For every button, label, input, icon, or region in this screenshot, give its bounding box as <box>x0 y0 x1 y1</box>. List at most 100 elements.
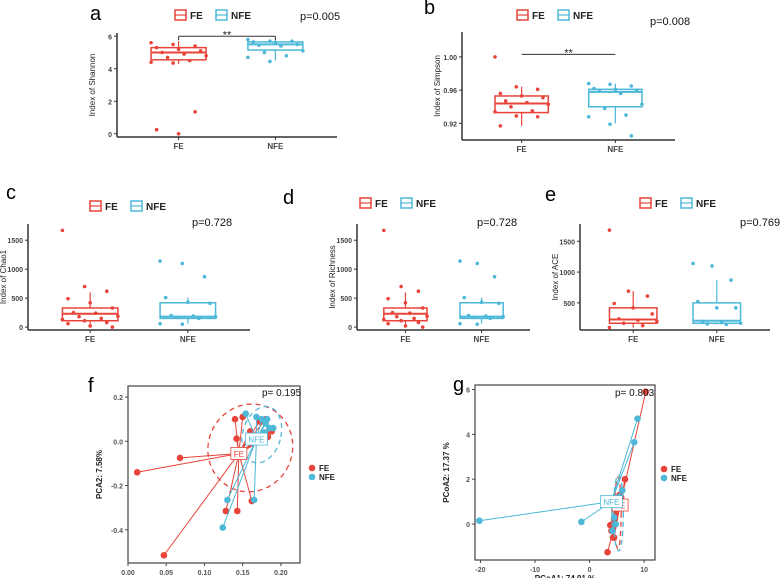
box-FE <box>149 40 208 136</box>
x-axis-label: PCoA1: 74.91 % <box>535 574 595 578</box>
data-point <box>475 322 480 327</box>
data-point <box>186 300 190 304</box>
y-tick-label: -0.4 <box>111 528 123 535</box>
data-point <box>197 316 201 321</box>
data-point <box>160 50 164 55</box>
y-tick-label: 500 <box>340 296 352 303</box>
data-point <box>535 87 540 92</box>
panel-letter: b <box>424 0 435 19</box>
y-tick-label: 0.96 <box>443 88 457 95</box>
legend-label-FE: FE <box>375 199 388 210</box>
data-point <box>479 300 484 304</box>
y-axis-label: Index of ACE <box>551 254 560 301</box>
data-point <box>578 518 585 526</box>
spider-line <box>222 438 257 528</box>
box-NFE <box>458 259 505 327</box>
data-point <box>301 49 305 53</box>
data-point <box>246 37 250 42</box>
data-point <box>268 59 272 64</box>
centroid-label-NFE: NFE <box>603 498 619 507</box>
data-point <box>224 496 231 504</box>
data-point <box>425 314 429 318</box>
x-tick-label: FE <box>400 335 411 344</box>
x-tick-label: NFE <box>709 335 726 344</box>
y-tick-label: 500 <box>563 301 575 308</box>
x-tick-label: FE <box>628 335 639 344</box>
data-point <box>386 321 390 326</box>
data-point <box>416 320 421 325</box>
y-tick-label: 6 <box>466 387 470 394</box>
data-point <box>621 475 629 483</box>
spider-line <box>610 442 635 502</box>
data-point <box>66 296 70 301</box>
data-point <box>514 85 519 89</box>
data-point <box>607 228 612 232</box>
x-tick-label: NFE <box>180 335 197 344</box>
data-point <box>608 122 612 127</box>
data-point <box>253 413 260 421</box>
data-point <box>154 45 159 50</box>
data-point <box>234 507 241 515</box>
data-point <box>642 388 650 396</box>
x-tick-label: -10 <box>530 567 540 574</box>
data-point <box>403 300 408 305</box>
legend-label-NFE: NFE <box>671 474 688 483</box>
plot-frame <box>127 385 301 564</box>
data-point <box>133 468 141 476</box>
y-tick-label: 4 <box>108 67 112 74</box>
x-tick-label: 0.00 <box>121 570 135 577</box>
data-point <box>621 321 626 326</box>
data-point <box>193 110 197 114</box>
data-point <box>263 415 271 423</box>
data-point <box>60 317 65 322</box>
data-point <box>233 435 240 442</box>
data-point <box>509 104 513 109</box>
data-point <box>219 524 227 531</box>
x-tick-label: 0.20 <box>274 570 288 577</box>
legend-label-NFE: NFE <box>416 199 436 210</box>
box-FE <box>493 55 551 128</box>
data-point <box>484 314 488 318</box>
y-tick-label: 0 <box>19 325 23 332</box>
x-tick-label: NFE <box>607 145 624 154</box>
y-tick-label: 1500 <box>336 238 352 245</box>
data-point <box>105 320 109 325</box>
data-point <box>250 496 258 504</box>
legend: FE NFE <box>174 9 251 22</box>
data-point <box>630 438 638 446</box>
data-point <box>382 317 386 322</box>
data-point <box>729 278 733 282</box>
data-point <box>498 124 503 128</box>
data-point <box>476 517 483 525</box>
data-point <box>193 44 197 48</box>
data-point <box>171 61 175 65</box>
series-FE <box>133 403 294 559</box>
x-tick-label: FE <box>517 145 528 154</box>
data-point <box>617 317 621 321</box>
data-point <box>160 551 168 559</box>
data-point <box>493 55 497 59</box>
panel-letter: c <box>6 182 16 204</box>
data-point <box>535 114 540 119</box>
data-point <box>231 415 239 423</box>
data-point <box>586 114 591 119</box>
y-tick-label: -0.2 <box>111 484 123 491</box>
box-FE <box>60 228 120 329</box>
box-NFE <box>246 37 305 64</box>
panel-f: f0.000.050.100.150.20-0.4-0.20.00.2PCA1:… <box>88 375 336 583</box>
panel-c: c FE NFE p=0.728 0 500 1000 1500 Index of Chao1 F… <box>0 182 250 344</box>
x-tick-label: 0 <box>588 567 592 574</box>
legend-dot-NFE <box>660 474 668 482</box>
data-point <box>110 306 115 310</box>
confidence-ellipse <box>612 474 625 552</box>
data-point <box>609 534 617 541</box>
data-point <box>530 109 535 113</box>
data-point <box>116 314 120 318</box>
legend-label-NFE: NFE <box>146 202 166 213</box>
data-point <box>602 106 607 111</box>
data-point <box>488 316 493 321</box>
legend-label-FE: FE <box>190 11 203 22</box>
data-point <box>501 314 505 319</box>
data-point <box>458 321 462 326</box>
